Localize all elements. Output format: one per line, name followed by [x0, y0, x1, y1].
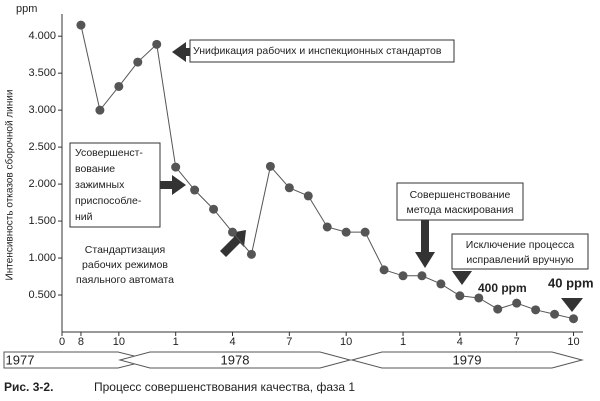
annotation: метода маскирования	[407, 204, 514, 216]
annotation: Совершенствование	[410, 189, 511, 201]
point	[322, 222, 332, 232]
year-bands	[3, 351, 584, 369]
y-tick-label: 0.500	[28, 289, 56, 301]
x-tick-label: 10	[113, 336, 125, 348]
year-band	[118, 351, 352, 369]
x-tick-label: 7	[514, 336, 520, 348]
annotation: 40 ppm	[548, 275, 594, 290]
annotation: вование	[75, 163, 115, 175]
arrow	[172, 42, 192, 62]
point	[171, 162, 181, 172]
annotation: рабочих режимов	[82, 259, 168, 271]
annotation: ний	[75, 211, 93, 223]
point	[190, 185, 200, 195]
annotation-arrows	[160, 42, 583, 312]
y-tick-label: 2.000	[28, 178, 56, 190]
arrow	[220, 230, 246, 257]
point	[379, 265, 389, 275]
point	[360, 227, 370, 237]
year-label: 1977	[6, 352, 35, 367]
arrow	[415, 220, 435, 268]
arrow	[452, 271, 472, 285]
point	[569, 314, 579, 324]
annotation: 400 ppm	[478, 281, 527, 295]
annotation: зажимных	[75, 179, 125, 191]
point	[341, 227, 351, 237]
annotation-box	[451, 233, 589, 270]
point	[550, 309, 560, 319]
x-tick-label: 4	[229, 336, 235, 348]
point	[209, 204, 219, 214]
point	[246, 249, 256, 259]
x-tick-label: 10	[340, 336, 352, 348]
annotation: паяльного автомата	[76, 274, 174, 286]
y-tick-label: 4.000	[28, 30, 56, 42]
annotation: приспособле-	[75, 195, 142, 207]
y-tick-label: 3.500	[28, 67, 56, 79]
x-tick-label: 1	[173, 336, 179, 348]
point	[493, 304, 503, 314]
annotation-box	[189, 39, 455, 63]
year-label: 1978	[221, 352, 250, 367]
y-tick-label: 3.000	[28, 104, 56, 116]
point	[114, 81, 124, 91]
point	[455, 291, 465, 301]
arrow	[561, 298, 583, 312]
x-tick-label: 1	[400, 336, 406, 348]
arrow	[160, 175, 186, 195]
caption: Процесс совершенствования качества, фаза…	[94, 380, 355, 394]
caption-label: Рис. 3-2.	[4, 380, 53, 394]
point	[474, 293, 484, 303]
x-tick-label: 8	[78, 336, 84, 348]
y-unit: ppm	[16, 3, 37, 15]
x-tick-label: 10	[567, 336, 579, 348]
point	[398, 271, 408, 281]
annotation-box	[69, 142, 161, 228]
y-tick-label: 1.500	[28, 215, 56, 227]
point	[152, 39, 162, 49]
point	[133, 57, 143, 67]
y-tick-label: 1.000	[28, 252, 56, 264]
point	[76, 20, 86, 30]
point	[512, 298, 522, 308]
point	[265, 161, 275, 171]
x-tick-label: 4	[457, 336, 463, 348]
annotation: Исключение процесса	[466, 239, 575, 251]
year-band	[350, 351, 584, 369]
point	[284, 183, 294, 193]
point	[417, 271, 427, 281]
x-tick-label: 0	[59, 336, 65, 348]
x-tick-label: 7	[286, 336, 292, 348]
y-axis-label: Интенсивность отказов сборочной линии	[4, 90, 16, 281]
point	[303, 191, 313, 201]
annotation: Стандартизация	[85, 244, 165, 256]
point	[95, 105, 105, 115]
annotation: Усовершенст-	[75, 147, 143, 159]
point	[531, 305, 541, 315]
annotation-box	[396, 182, 524, 221]
point	[228, 227, 238, 237]
point	[436, 279, 446, 289]
year-label: 1979	[453, 352, 482, 367]
annotation: Унификация рабочих и инспекционных станд…	[193, 45, 442, 57]
annotation: исправлений вручную	[466, 254, 573, 266]
y-tick-label: 2.500	[28, 141, 56, 153]
